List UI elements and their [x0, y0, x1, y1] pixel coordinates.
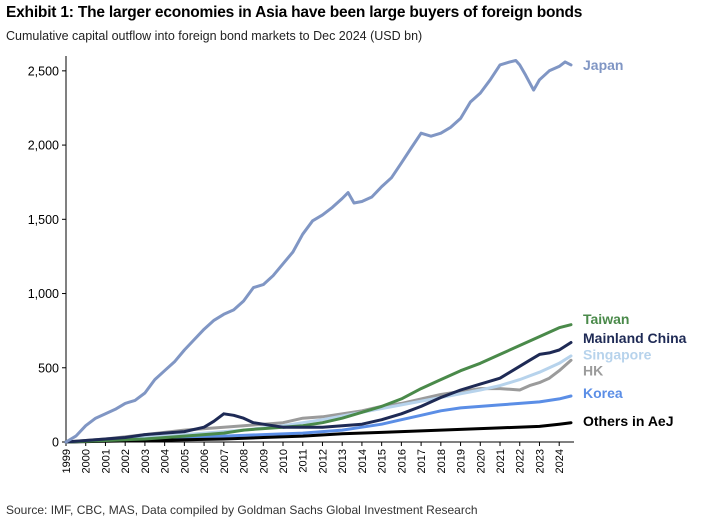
y-tick-label: 2,000 — [28, 139, 59, 153]
x-tick-label: 2015 — [377, 449, 389, 473]
x-tick-label: 2007 — [219, 449, 231, 473]
x-tick-label: 2019 — [456, 449, 468, 473]
series-label-korea: Korea — [583, 385, 623, 401]
x-tick-label: 2000 — [81, 449, 93, 473]
y-tick-label: 0 — [52, 436, 59, 450]
series-label-taiwan: Taiwan — [583, 311, 629, 327]
series-line-hk — [64, 358, 573, 444]
x-tick-label: 2005 — [179, 449, 191, 473]
series-line-others-in-aej — [64, 421, 573, 444]
x-tick-label: 2023 — [534, 449, 546, 473]
series-label-others-in-aej: Others in AeJ — [583, 413, 674, 429]
series-label-japan: Japan — [583, 57, 623, 73]
x-tick-label: 2014 — [357, 449, 369, 473]
x-tick-label: 2003 — [140, 449, 152, 473]
x-tick-label: 2013 — [337, 449, 349, 473]
y-tick-label: 1,000 — [28, 287, 59, 301]
series-line-mainland-china — [64, 341, 573, 444]
x-tick-label: 2017 — [416, 449, 428, 473]
x-tick-label: 2004 — [160, 449, 172, 473]
x-tick-label: 2016 — [396, 449, 408, 473]
chart-source: Source: IMF, CBC, MAS, Data compiled by … — [6, 503, 478, 517]
y-tick-label: 2,500 — [28, 64, 59, 78]
series-label-hk: HK — [583, 363, 603, 379]
series-line-korea — [64, 394, 573, 444]
series-line-taiwan — [64, 323, 573, 444]
x-tick-label: 2011 — [298, 449, 310, 473]
x-tick-label: 2024 — [554, 449, 566, 473]
x-tick-label: 2020 — [475, 449, 487, 473]
x-tick-label: 2010 — [278, 449, 290, 473]
series-line-japan — [64, 59, 573, 444]
chart-axes: 0 500 1,000 1,500 2,000 2,500 1999 2000 2001 2002… — [28, 56, 574, 473]
x-tick-label: 2022 — [515, 449, 527, 473]
line-chart: 0 500 1,000 1,500 2,000 2,500 1999 2000 2001 2002… — [28, 56, 687, 473]
x-tick-label: 2021 — [495, 449, 507, 473]
chart-subtitle: Cumulative capital outflow into foreign … — [6, 29, 423, 43]
y-tick-label: 1,500 — [28, 213, 59, 227]
x-tick-label: 2008 — [239, 449, 251, 473]
x-tick-label: 2006 — [199, 449, 211, 473]
chart-title: Exhibit 1: The larger economies in Asia … — [6, 4, 583, 21]
x-tick-label: 2018 — [436, 449, 448, 473]
series-label-singapore: Singapore — [583, 346, 652, 362]
x-tick-label: 1999 — [61, 449, 73, 473]
x-tick-label: 2009 — [258, 449, 270, 473]
y-tick-label: 500 — [38, 361, 59, 375]
x-tick-label: 2012 — [317, 449, 329, 473]
x-tick-label: 2001 — [100, 449, 112, 473]
series-label-mainland-china: Mainland China — [583, 330, 687, 346]
chart-series — [64, 59, 573, 444]
x-tick-label: 2002 — [120, 449, 132, 473]
